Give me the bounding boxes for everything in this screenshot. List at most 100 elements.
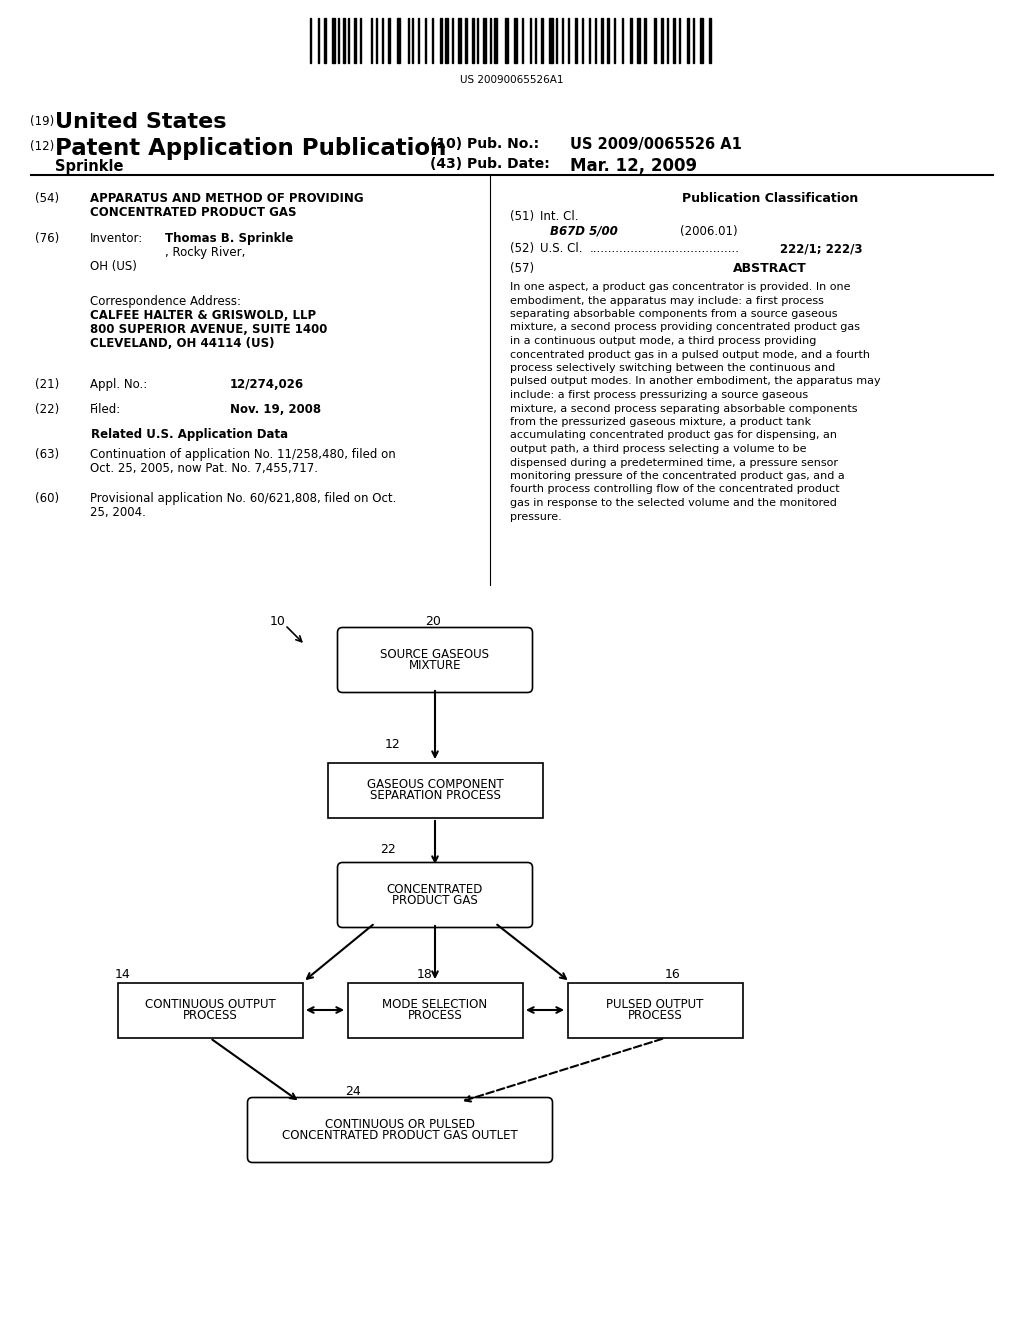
Bar (709, 18, 711, 63)
Text: (76): (76) (35, 232, 59, 246)
Text: pulsed output modes. In another embodiment, the apparatus may: pulsed output modes. In another embodime… (510, 376, 881, 387)
Bar (494, 18, 497, 63)
Bar (118, 982, 302, 1038)
Text: PRODUCT GAS: PRODUCT GAS (392, 894, 478, 907)
Text: 222/1; 222/3: 222/1; 222/3 (780, 242, 862, 255)
Text: 22: 22 (380, 843, 395, 855)
Text: 25, 2004.: 25, 2004. (90, 506, 145, 519)
Text: Filed:: Filed: (90, 403, 121, 416)
Text: include: a first process pressurizing a source gaseous: include: a first process pressurizing a … (510, 389, 808, 400)
Bar (662, 18, 663, 63)
Text: (19): (19) (30, 115, 54, 128)
Text: separating absorbable components from a source gaseous: separating absorbable components from a … (510, 309, 838, 319)
Bar (483, 18, 486, 63)
Text: output path, a third process selecting a volume to be: output path, a third process selecting a… (510, 444, 807, 454)
Text: United States: United States (55, 112, 226, 132)
Text: (54): (54) (35, 191, 59, 205)
Text: (51): (51) (510, 210, 535, 223)
Bar (607, 18, 609, 63)
Bar (549, 18, 553, 63)
Text: U.S. Cl.: U.S. Cl. (540, 242, 583, 255)
Bar (505, 18, 508, 63)
Text: B67D 5/00: B67D 5/00 (550, 224, 617, 238)
Text: (12): (12) (30, 140, 54, 153)
Text: in a continuous output mode, a third process providing: in a continuous output mode, a third pro… (510, 337, 816, 346)
Bar (397, 18, 400, 63)
Bar (445, 18, 449, 63)
FancyBboxPatch shape (338, 627, 532, 693)
Bar (630, 18, 632, 63)
Text: PROCESS: PROCESS (408, 1008, 463, 1022)
Text: PROCESS: PROCESS (182, 1008, 238, 1022)
Text: (21): (21) (35, 378, 59, 391)
Text: Thomas B. Sprinkle: Thomas B. Sprinkle (165, 232, 293, 246)
Bar (654, 18, 656, 63)
Text: Mar. 12, 2009: Mar. 12, 2009 (570, 157, 697, 176)
Text: 24: 24 (345, 1085, 360, 1098)
Text: CONCENTRATED PRODUCT GAS OUTLET: CONCENTRATED PRODUCT GAS OUTLET (283, 1129, 518, 1142)
Text: In one aspect, a product gas concentrator is provided. In one: In one aspect, a product gas concentrato… (510, 282, 851, 292)
Text: 16: 16 (665, 968, 681, 981)
FancyBboxPatch shape (248, 1097, 553, 1163)
Text: 14: 14 (115, 968, 131, 981)
Text: gas in response to the selected volume and the monitored: gas in response to the selected volume a… (510, 498, 837, 508)
Bar (354, 18, 356, 63)
Text: Oct. 25, 2005, now Pat. No. 7,455,717.: Oct. 25, 2005, now Pat. No. 7,455,717. (90, 462, 318, 475)
Text: CONTINUOUS OR PULSED: CONTINUOUS OR PULSED (325, 1118, 475, 1131)
Text: Patent Application Publication: Patent Application Publication (55, 137, 446, 160)
Text: 800 SUPERIOR AVENUE, SUITE 1400: 800 SUPERIOR AVENUE, SUITE 1400 (90, 323, 328, 337)
Text: (57): (57) (510, 261, 535, 275)
Text: (60): (60) (35, 492, 59, 506)
Text: APPARATUS AND METHOD OF PROVIDING: APPARATUS AND METHOD OF PROVIDING (90, 191, 364, 205)
Text: MODE SELECTION: MODE SELECTION (382, 998, 487, 1011)
FancyBboxPatch shape (338, 862, 532, 928)
Bar (687, 18, 689, 63)
Text: GASEOUS COMPONENT: GASEOUS COMPONENT (367, 779, 504, 791)
Text: SOURCE GASEOUS: SOURCE GASEOUS (381, 648, 489, 661)
Text: Appl. No.:: Appl. No.: (90, 378, 147, 391)
Bar (472, 18, 474, 63)
Text: Inventor:: Inventor: (90, 232, 143, 246)
Text: from the pressurized gaseous mixture, a product tank: from the pressurized gaseous mixture, a … (510, 417, 811, 426)
Text: SEPARATION PROCESS: SEPARATION PROCESS (370, 789, 501, 801)
Bar (332, 18, 335, 63)
Text: Nov. 19, 2008: Nov. 19, 2008 (230, 403, 322, 416)
Text: concentrated product gas in a pulsed output mode, and a fourth: concentrated product gas in a pulsed out… (510, 350, 870, 359)
Bar (644, 18, 646, 63)
Text: , Rocky River,: , Rocky River, (165, 246, 246, 259)
Text: CONCENTRATED PRODUCT GAS: CONCENTRATED PRODUCT GAS (90, 206, 297, 219)
Text: (52): (52) (510, 242, 535, 255)
Bar (465, 18, 467, 63)
Text: 20: 20 (425, 615, 441, 628)
Text: US 20090065526A1: US 20090065526A1 (460, 75, 564, 84)
Text: PULSED OUTPUT: PULSED OUTPUT (606, 998, 703, 1011)
Text: US 2009/0065526 A1: US 2009/0065526 A1 (570, 137, 741, 152)
Text: PROCESS: PROCESS (628, 1008, 682, 1022)
Text: Sprinkle: Sprinkle (55, 158, 124, 174)
Text: Provisional application No. 60/621,808, filed on Oct.: Provisional application No. 60/621,808, … (90, 492, 396, 506)
Text: dispensed during a predetermined time, a pressure sensor: dispensed during a predetermined time, a… (510, 458, 838, 467)
Text: CONCENTRATED: CONCENTRATED (387, 883, 483, 896)
Bar (328, 763, 543, 817)
Bar (637, 18, 640, 63)
Bar (388, 18, 390, 63)
Text: process selectively switching between the continuous and: process selectively switching between th… (510, 363, 836, 374)
Bar (440, 18, 442, 63)
Text: OH (US): OH (US) (90, 260, 137, 273)
Bar (601, 18, 603, 63)
Text: (63): (63) (35, 447, 59, 461)
Text: Correspondence Address:: Correspondence Address: (90, 294, 241, 308)
Text: monitoring pressure of the concentrated product gas, and a: monitoring pressure of the concentrated … (510, 471, 845, 480)
Bar (324, 18, 326, 63)
Text: CALFEE HALTER & GRISWOLD, LLP: CALFEE HALTER & GRISWOLD, LLP (90, 309, 316, 322)
Text: Int. Cl.: Int. Cl. (540, 210, 579, 223)
Text: mixture, a second process separating absorbable components: mixture, a second process separating abs… (510, 404, 857, 413)
Text: 12/274,026: 12/274,026 (230, 378, 304, 391)
Text: Related U.S. Application Data: Related U.S. Application Data (91, 428, 289, 441)
Bar (673, 18, 675, 63)
Text: CONTINUOUS OUTPUT: CONTINUOUS OUTPUT (144, 998, 275, 1011)
Text: (43) Pub. Date:: (43) Pub. Date: (430, 157, 550, 172)
Bar (567, 982, 742, 1038)
Bar (575, 18, 577, 63)
Text: 10: 10 (270, 615, 286, 628)
